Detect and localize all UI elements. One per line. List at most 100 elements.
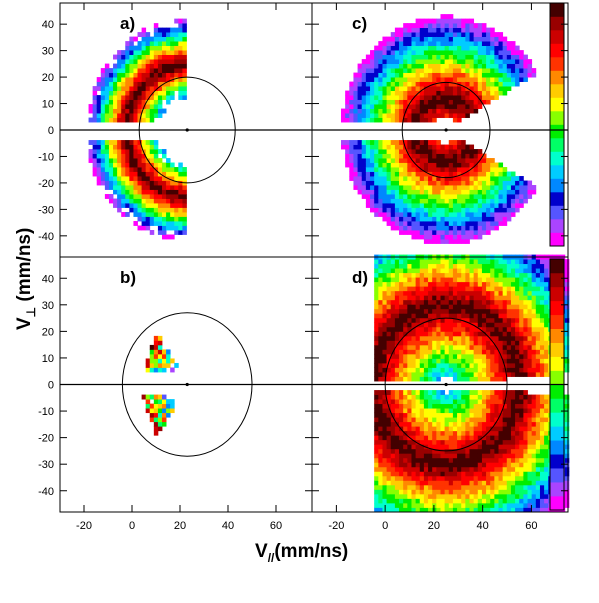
- heatmap-cell: [486, 54, 491, 60]
- heatmap-cell: [440, 394, 446, 400]
- heatmap-cell: [461, 466, 466, 472]
- heatmap-cell: [399, 63, 404, 69]
- heatmap-cell: [527, 435, 533, 441]
- heatmap-cell: [382, 435, 387, 441]
- heatmap-cell: [182, 36, 187, 42]
- heatmap-cell: [510, 41, 516, 46]
- heatmap-cell: [365, 99, 371, 105]
- heatmap-cell: [473, 448, 479, 454]
- heatmap-cell: [490, 81, 495, 87]
- heatmap-cell: [415, 453, 421, 459]
- heatmap-cell: [182, 27, 187, 33]
- heatmap-cell: [149, 349, 155, 355]
- heatmap-cell: [436, 502, 441, 508]
- heatmap-cell: [357, 108, 363, 114]
- heatmap-cell: [415, 207, 421, 213]
- heatmap-cell: [166, 399, 171, 405]
- heatmap-cell: [510, 263, 516, 269]
- heatmap-cell: [527, 430, 533, 436]
- heatmap-cell: [370, 90, 375, 96]
- heatmap-cell: [490, 277, 495, 283]
- heatmap-cell: [407, 268, 412, 274]
- heatmap-cell: [539, 358, 545, 364]
- heatmap-cell: [486, 457, 491, 463]
- heatmap-cell: [394, 344, 400, 350]
- heatmap-cell: [153, 335, 159, 341]
- heatmap-cell: [506, 259, 512, 265]
- heatmap-cell: [457, 77, 462, 82]
- heatmap-cell: [481, 50, 487, 55]
- heatmap-cell: [129, 167, 134, 172]
- heatmap-cell: [407, 475, 412, 481]
- heatmap-cell: [394, 304, 400, 310]
- heatmap-cell: [378, 403, 383, 409]
- heatmap-cell: [506, 399, 512, 405]
- heatmap-cell: [506, 198, 512, 204]
- heatmap-cell: [129, 95, 134, 100]
- heatmap-cell: [145, 198, 151, 204]
- heatmap-cell: [481, 457, 487, 463]
- heatmap-cell: [436, 203, 441, 208]
- heatmap-cell: [407, 507, 412, 513]
- heatmap-cell: [440, 295, 446, 301]
- heatmap-cell: [100, 153, 106, 159]
- heatmap-cell: [394, 176, 400, 181]
- heatmap-cell: [486, 313, 491, 319]
- heatmap-cell: [519, 394, 524, 400]
- heatmap-cell: [399, 335, 404, 341]
- heatmap-cell: [523, 277, 528, 283]
- heatmap-cell: [178, 171, 183, 177]
- heatmap-cell: [432, 212, 437, 217]
- heatmap-cell: [523, 295, 528, 301]
- heatmap-cell: [440, 281, 446, 287]
- heatmap-cell: [515, 435, 520, 441]
- heatmap-cell: [121, 180, 126, 186]
- heatmap-cell: [465, 340, 470, 346]
- heatmap-cell: [423, 340, 429, 346]
- heatmap-cell: [473, 430, 479, 436]
- heatmap-cell: [432, 104, 437, 109]
- heatmap-cell: [444, 308, 450, 314]
- heatmap-cell: [415, 457, 421, 463]
- heatmap-cell: [378, 507, 383, 513]
- heatmap-cell: [149, 81, 155, 87]
- heatmap-cell: [473, 41, 479, 46]
- heatmap-cell: [448, 507, 454, 513]
- heatmap-cell: [382, 335, 387, 341]
- heatmap-cell: [510, 480, 516, 486]
- heatmap-cell: [539, 367, 545, 373]
- heatmap-cell: [423, 81, 429, 87]
- heatmap-cell: [465, 221, 470, 226]
- heatmap-cell: [361, 86, 367, 91]
- heatmap-cell: [407, 41, 412, 46]
- heatmap-cell: [498, 176, 504, 181]
- heatmap-cell: [419, 95, 425, 100]
- heatmap-cell: [407, 207, 412, 213]
- heatmap-cell: [481, 489, 487, 495]
- heatmap-cell: [399, 281, 404, 287]
- heatmap-cell: [436, 45, 441, 51]
- heatmap-cell: [494, 322, 499, 328]
- heatmap-cell: [486, 263, 491, 269]
- heatmap-cell: [498, 263, 504, 269]
- heatmap-cell: [527, 263, 533, 269]
- heatmap-cell: [477, 304, 483, 310]
- heatmap-cell: [149, 59, 155, 64]
- heatmap-cell: [386, 408, 392, 414]
- heatmap-cell: [498, 72, 504, 78]
- heatmap-cell: [506, 59, 512, 64]
- heatmap-cell: [415, 63, 421, 69]
- heatmap-cell: [113, 158, 118, 163]
- heatmap-cell: [494, 471, 499, 477]
- heatmap-cell: [506, 349, 512, 355]
- heatmap-cell: [428, 36, 433, 42]
- heatmap-cell: [452, 326, 458, 332]
- heatmap-cell: [444, 493, 450, 499]
- heatmap-cell: [390, 493, 396, 499]
- heatmap-cell: [104, 86, 110, 91]
- heatmap-cell: [469, 466, 475, 472]
- heatmap-cell: [125, 158, 130, 163]
- heatmap-cell: [490, 507, 495, 513]
- heatmap-cell: [407, 322, 412, 328]
- heatmap-cell: [527, 462, 533, 468]
